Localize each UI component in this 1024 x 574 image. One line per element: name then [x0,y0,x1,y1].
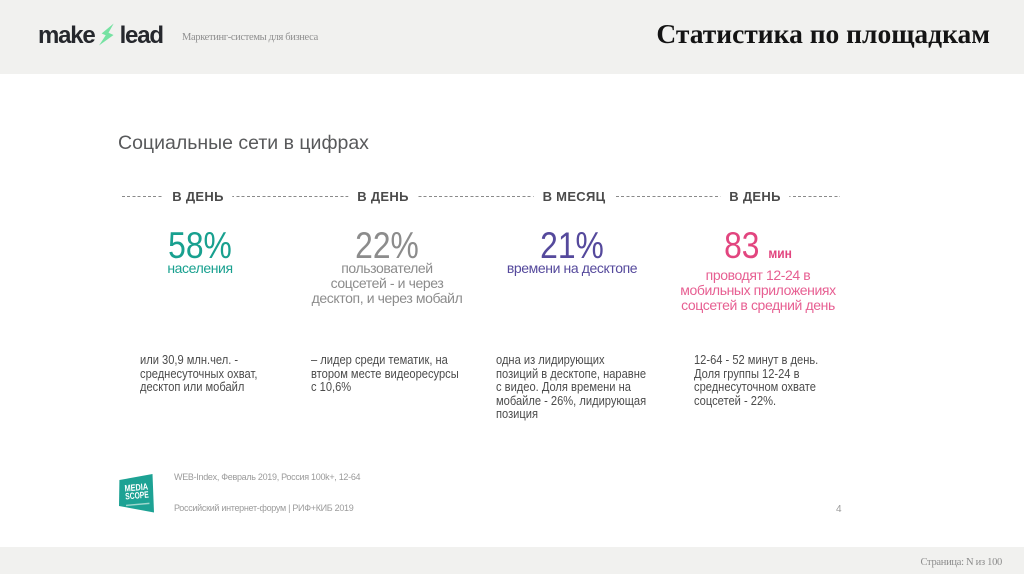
svg-text:SCOPE: SCOPE [125,490,149,502]
svg-text:MEDIA: MEDIA [124,482,149,494]
